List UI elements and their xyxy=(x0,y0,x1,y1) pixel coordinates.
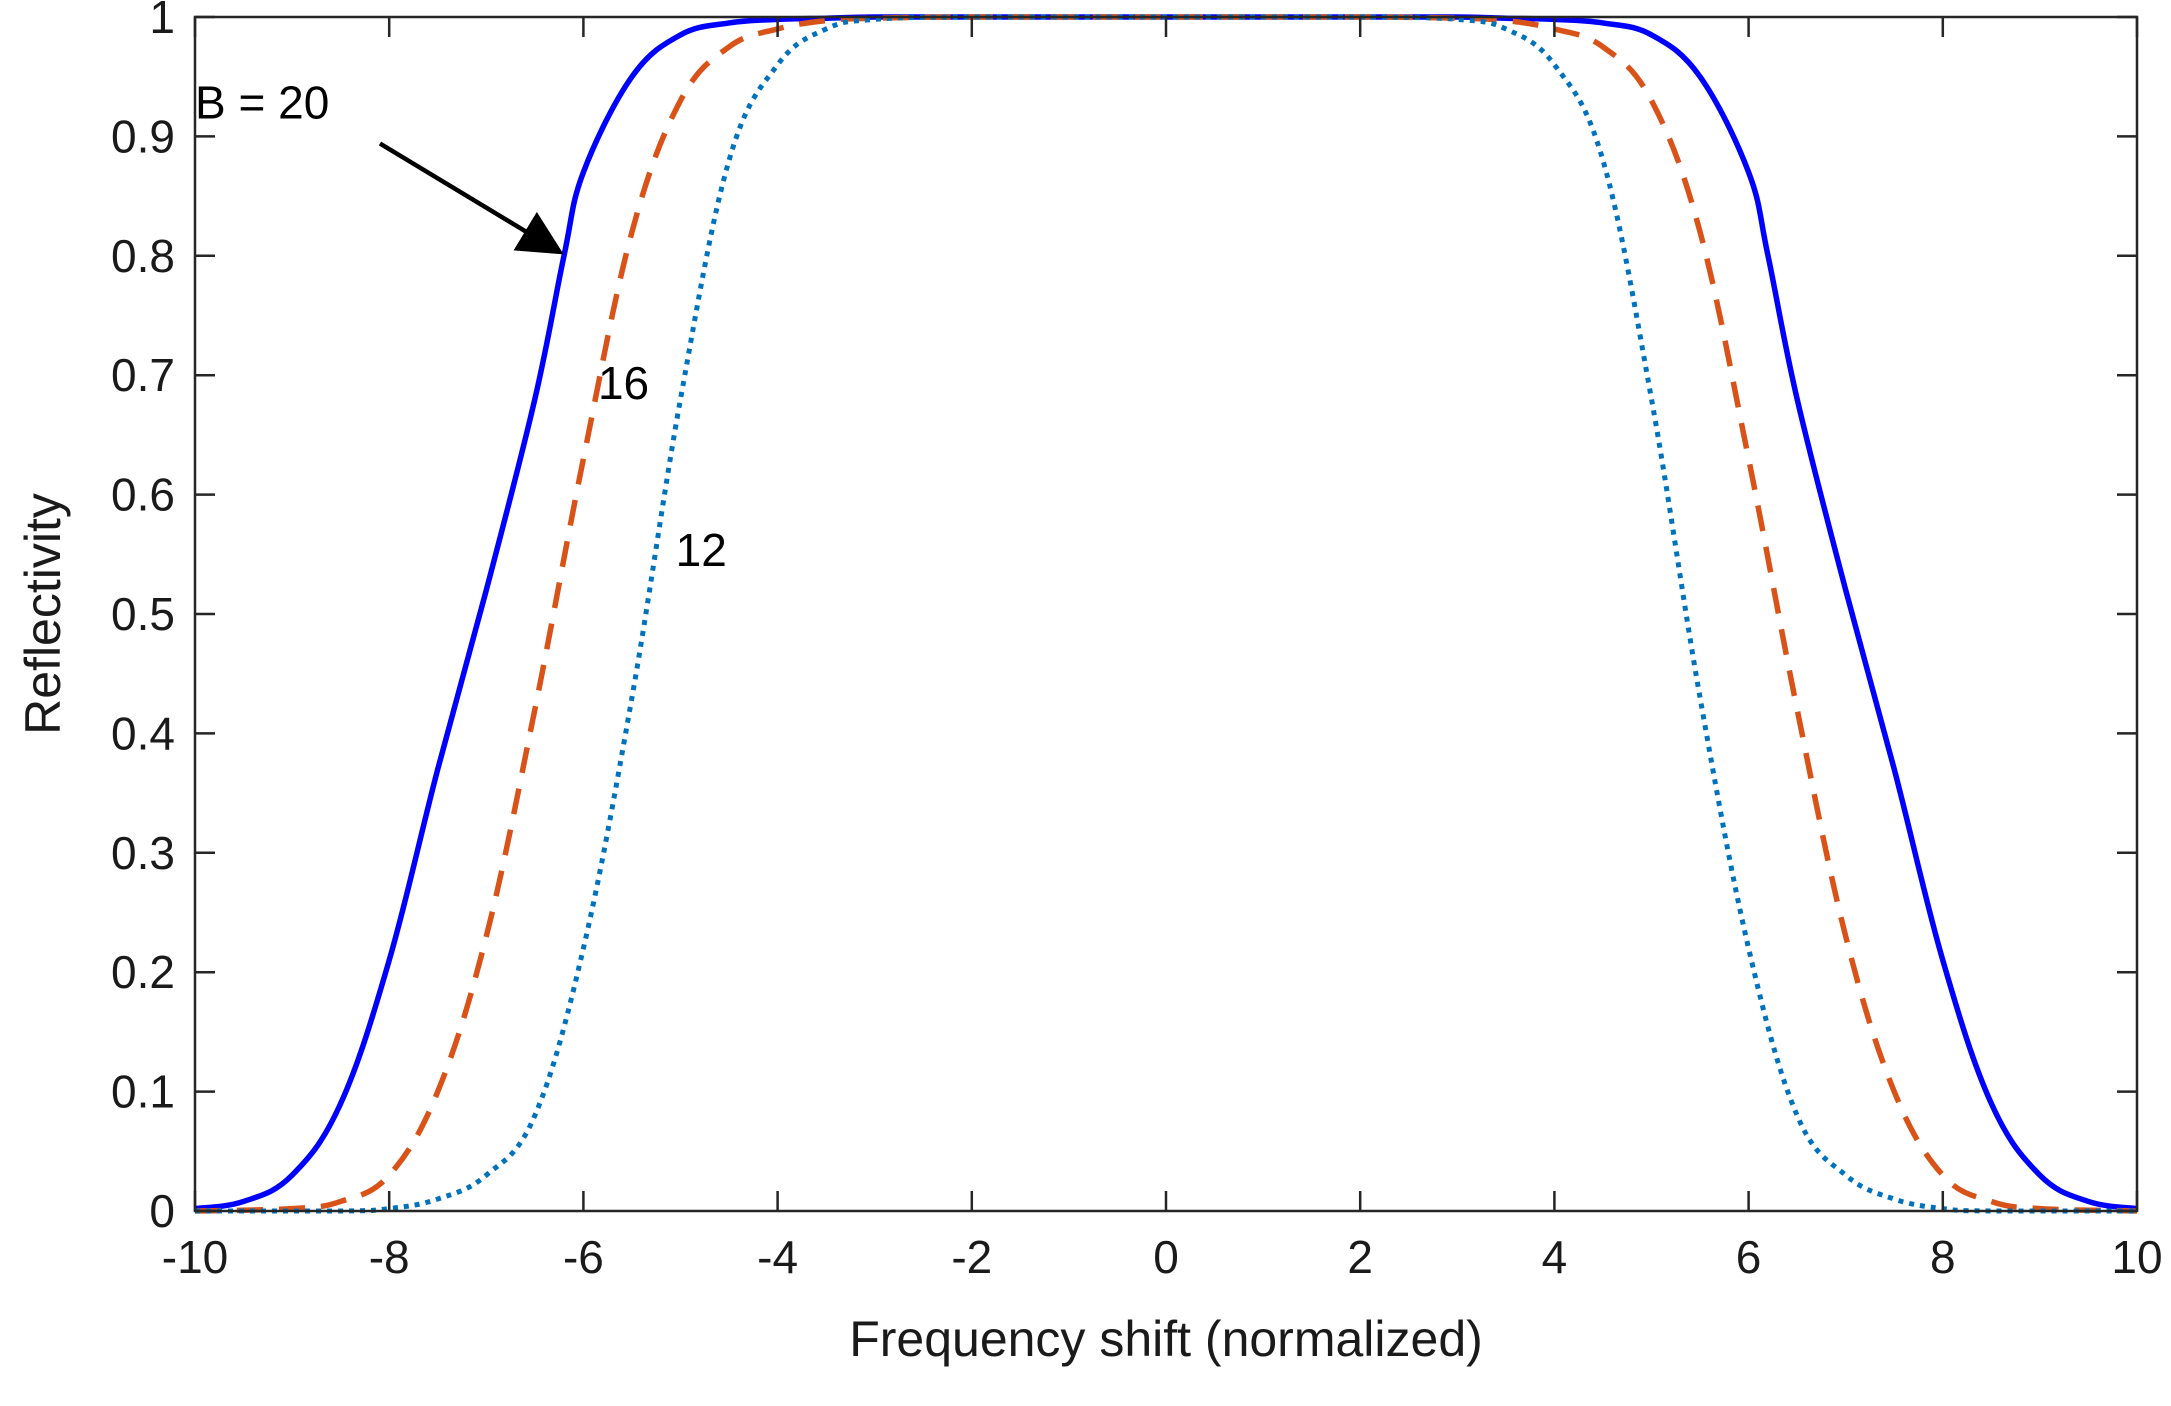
x-tick-label: -2 xyxy=(951,1231,992,1283)
annotation-label-2: 16 xyxy=(598,357,649,409)
y-tick-label: 0.4 xyxy=(111,707,175,759)
x-tick-label: 10 xyxy=(2111,1231,2162,1283)
y-tick-label: 0.9 xyxy=(111,110,175,162)
y-tick-label: 0.8 xyxy=(111,230,175,282)
y-tick-label: 1 xyxy=(149,0,175,43)
x-tick-label: 0 xyxy=(1153,1231,1179,1283)
y-tick-label: 0.3 xyxy=(111,827,175,879)
x-tick-label: 6 xyxy=(1736,1231,1762,1283)
y-tick-label: 0.5 xyxy=(111,588,175,640)
x-tick-label: -4 xyxy=(757,1231,798,1283)
y-tick-label: 0 xyxy=(149,1185,175,1237)
x-tick-label: -10 xyxy=(162,1231,228,1283)
x-tick-label: 2 xyxy=(1347,1231,1373,1283)
x-axis-title: Frequency shift (normalized) xyxy=(849,1311,1483,1367)
x-tick-label: 8 xyxy=(1930,1231,1956,1283)
y-tick-label: 0.7 xyxy=(111,349,175,401)
y-axis-title: Reflectivity xyxy=(15,493,71,735)
x-tick-label: 4 xyxy=(1542,1231,1568,1283)
annotation-label-1: B = 20 xyxy=(195,76,329,128)
y-tick-label: 0.6 xyxy=(111,469,175,521)
plot-area xyxy=(195,17,2137,1211)
x-tick-label: -8 xyxy=(369,1231,410,1283)
annotation-arrow xyxy=(378,141,564,255)
x-tick-label: -6 xyxy=(563,1231,604,1283)
y-tick-label: 0.1 xyxy=(111,1066,175,1118)
annotation-label-3: 12 xyxy=(676,524,727,576)
y-tick-label: 0.2 xyxy=(111,946,175,998)
